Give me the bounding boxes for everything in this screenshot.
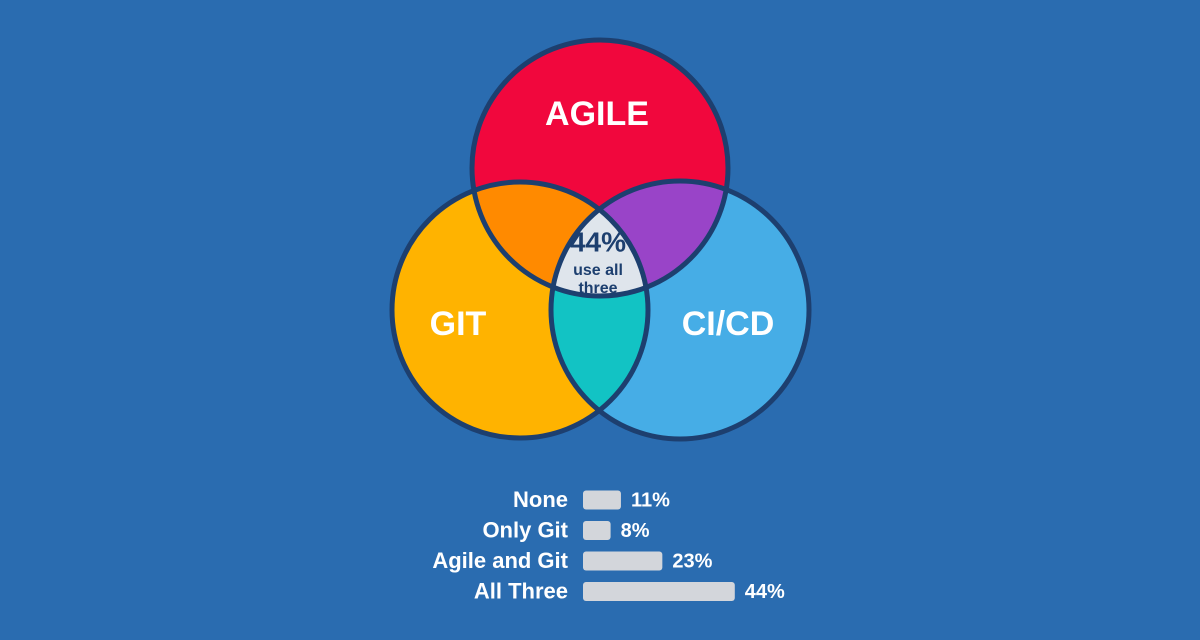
agile-outline	[469, 37, 731, 299]
all-three-region	[551, 182, 648, 296]
center-caption: use all	[573, 262, 623, 279]
cicd-outline	[548, 178, 812, 442]
bar	[583, 521, 611, 540]
value-label: 8%	[621, 520, 650, 542]
value-label: 11%	[631, 489, 670, 511]
bar	[583, 582, 735, 601]
category-label: Only Git	[482, 517, 568, 542]
set-label: GIT	[430, 305, 487, 343]
set-label: AGILE	[545, 95, 649, 133]
git-outline	[389, 179, 651, 441]
bar	[583, 490, 621, 510]
category-label: None	[513, 487, 568, 512]
center-value: 44%	[570, 226, 626, 257]
center-caption: three	[578, 280, 617, 297]
category-label: All Three	[474, 578, 568, 603]
category-label: Agile and Git	[432, 548, 568, 573]
set-label: CI/CD	[682, 305, 775, 343]
venn-diagram: AGILE GIT CI/CD 44% use all three	[389, 37, 812, 442]
value-label: 44%	[745, 581, 785, 603]
bar	[583, 551, 663, 571]
bar-chart: None 11% Only Git 8% Agile and Git 23% All Thr…	[432, 487, 785, 604]
value-label: 23%	[672, 550, 712, 572]
